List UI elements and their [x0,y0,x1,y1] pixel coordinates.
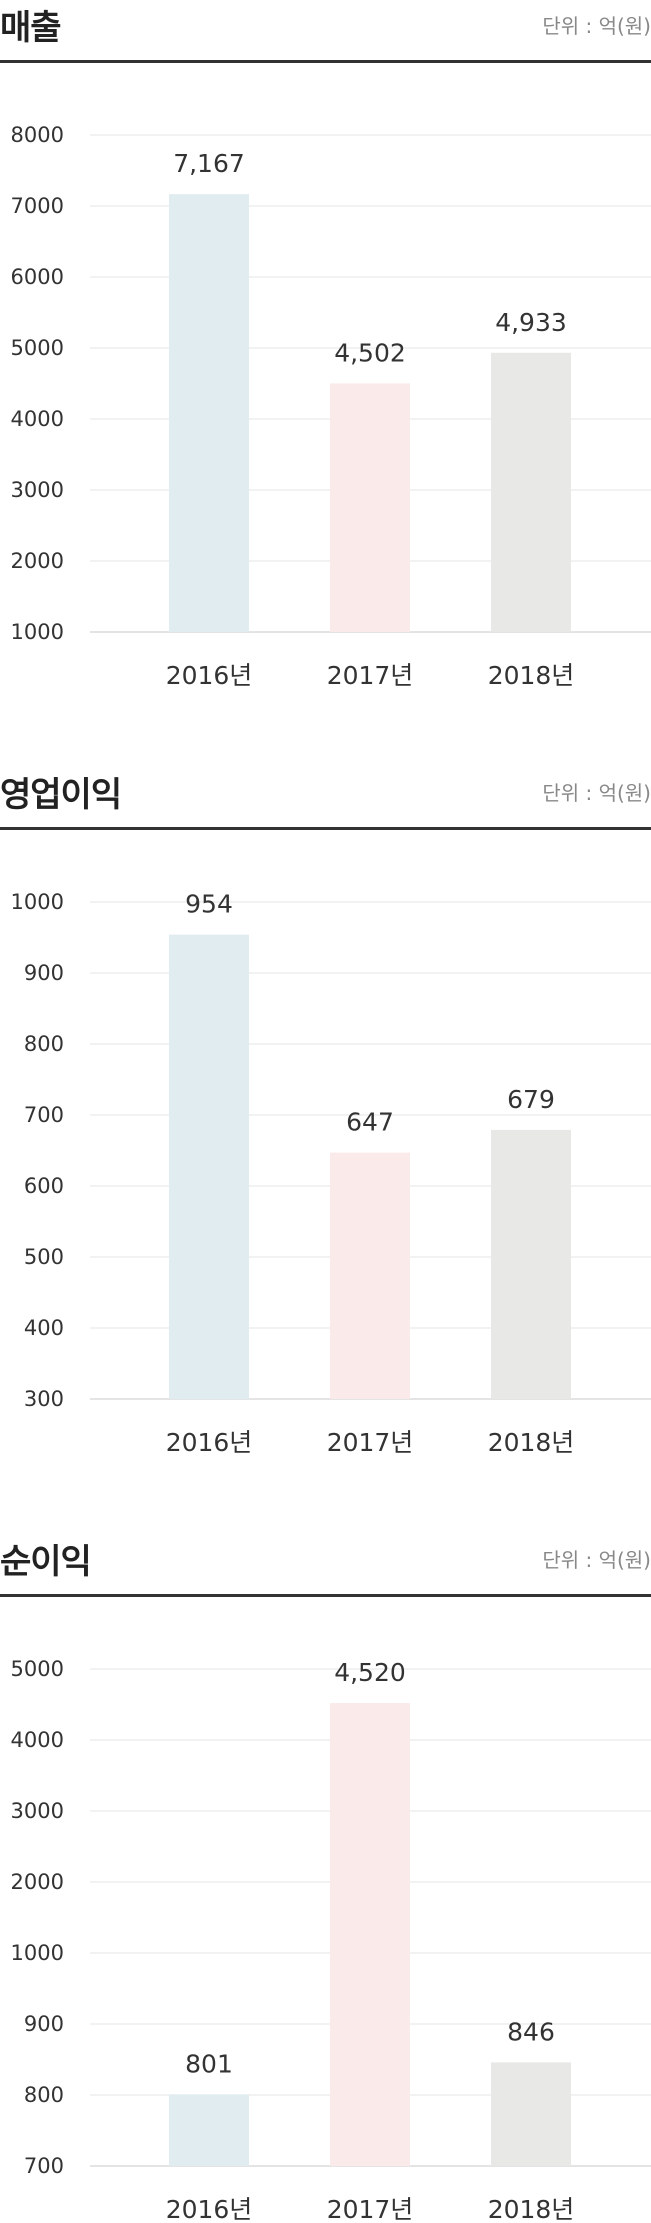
y-tick-label: 7000 [11,194,64,218]
y-tick-label: 5000 [11,336,64,360]
y-tick-label: 6000 [11,265,64,289]
x-tick-label: 2017년 [327,1428,414,1457]
x-tick-label: 2017년 [327,2195,414,2223]
section-title: 순이익 [0,1542,92,1582]
y-tick-label: 300 [24,1387,64,1411]
x-tick-label: 2016년 [166,1428,253,1457]
y-tick-label: 400 [24,1316,64,1340]
data-label: 801 [185,2049,233,2078]
y-tick-label: 1000 [11,620,64,644]
y-tick-label: 700 [24,2154,64,2178]
y-tick-label: 3000 [11,478,64,502]
y-tick-label: 4000 [11,1728,64,1752]
y-tick-label: 900 [24,961,64,985]
y-tick-label: 8000 [11,123,64,147]
section-title: 영업이익 [0,775,122,815]
data-label: 954 [185,890,233,919]
data-label: 4,502 [334,338,406,367]
x-tick-label: 2016년 [166,2195,253,2223]
section-divider [0,1594,651,1597]
section-title: 매출 [0,8,62,48]
data-label: 4,933 [495,308,567,337]
y-tick-label: 500 [24,1245,64,1269]
y-tick-label: 2000 [11,1870,64,1894]
bar [330,1152,410,1399]
data-label: 647 [346,1108,394,1137]
x-tick-label: 2018년 [488,1428,575,1457]
y-tick-label: 900 [24,2012,64,2036]
y-tick-label: 3000 [11,1799,64,1823]
net-income-chart: 700 800 900 1000 2000 3000 4000 5000 801 2016년 4,5… [11,1657,651,2223]
section-divider [0,827,651,830]
bar [169,934,249,1399]
revenue-chart: 1000 2000 3000 4000 5000 6000 7000 8000 7,167 201… [11,123,651,690]
y-tick-label: 2000 [11,549,64,573]
y-tick-label: 800 [24,2083,64,2107]
y-tick-label: 800 [24,1032,64,1056]
bar [491,2062,571,2166]
operating-profit-chart: 300 400 500 600 700 800 900 1000 954 2016년 647 2017… [11,890,651,1457]
y-tick-label: 1000 [11,890,64,914]
data-label: 846 [507,2017,555,2046]
section-divider [0,60,651,63]
unit-label: 단위 : 억(원) [542,781,651,805]
unit-label: 단위 : 억(원) [542,14,651,38]
x-tick-label: 2016년 [166,661,253,690]
y-tick-label: 4000 [11,407,64,431]
y-tick-label: 700 [24,1103,64,1127]
data-label: 679 [507,1085,555,1114]
y-tick-label: 1000 [11,1941,64,1965]
x-tick-label: 2018년 [488,661,575,690]
bar [169,194,249,632]
y-tick-label: 5000 [11,1657,64,1681]
y-tick-label: 600 [24,1174,64,1198]
bar [330,383,410,632]
unit-label: 단위 : 억(원) [542,1548,651,1572]
data-label: 7,167 [173,149,245,178]
data-label: 4,520 [334,1658,406,1687]
bar [491,352,571,632]
x-tick-label: 2017년 [327,661,414,690]
bar [491,1129,571,1399]
bar [330,1703,410,2166]
x-tick-label: 2018년 [488,2195,575,2223]
bar [169,2094,249,2166]
